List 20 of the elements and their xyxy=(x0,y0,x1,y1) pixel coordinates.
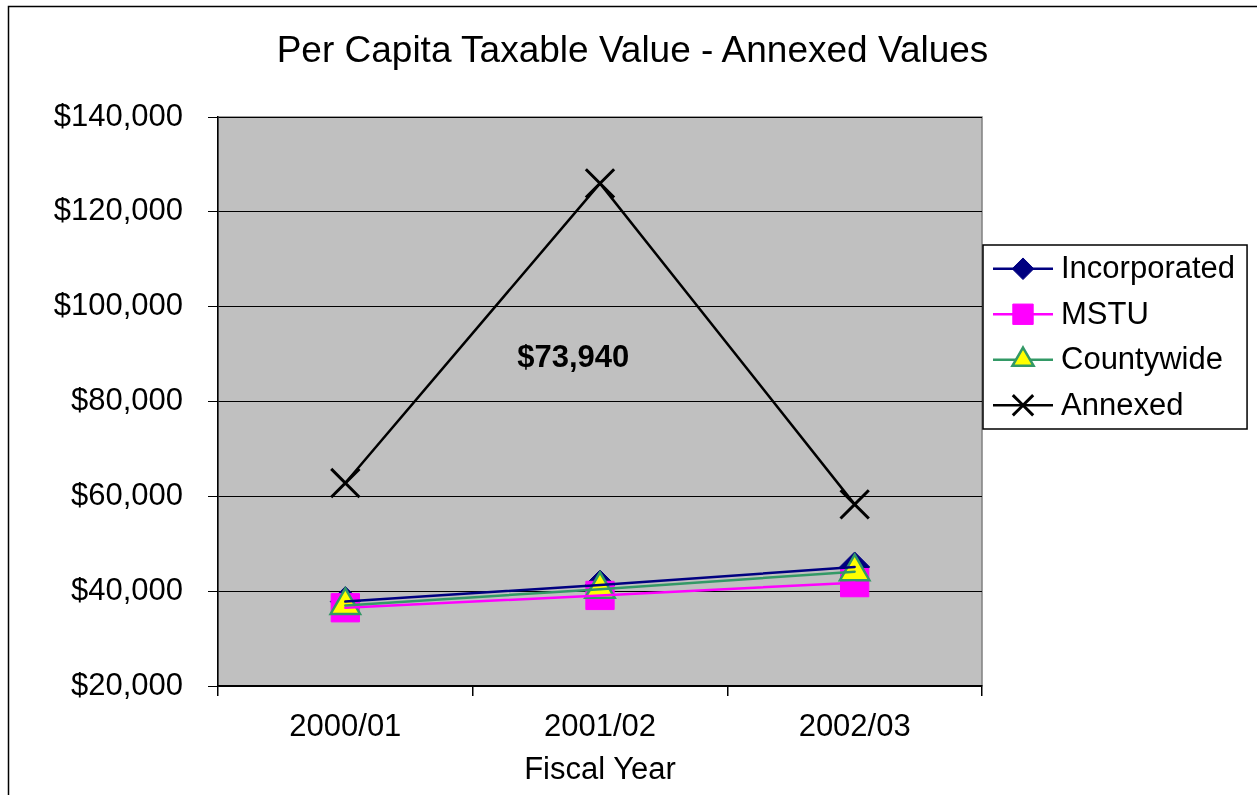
y-tick-label: $80,000 xyxy=(70,382,183,418)
y-tick-label: $40,000 xyxy=(70,571,183,607)
chart-title: Per Capita Taxable Value - Annexed Values xyxy=(276,29,989,71)
y-tick-label: $140,000 xyxy=(53,97,183,133)
x-axis-title: Fiscal Year xyxy=(524,750,676,786)
x-tick-label: 2002/03 xyxy=(798,708,911,744)
y-tick-label: $100,000 xyxy=(53,287,183,323)
y-tick-label: $120,000 xyxy=(53,192,183,228)
legend-label: Annexed xyxy=(1061,386,1184,422)
legend-label: Incorporated xyxy=(1061,250,1236,286)
point xyxy=(839,488,871,521)
y-tick-label: $20,000 xyxy=(70,666,183,702)
legend-label: Countywide xyxy=(1061,341,1223,377)
y-tick-label: $60,000 xyxy=(70,476,183,512)
point xyxy=(329,467,361,499)
x-tick-label: 2001/02 xyxy=(543,708,657,744)
annotation: $73,940 xyxy=(517,338,630,374)
point xyxy=(584,167,616,200)
x-tick-label: 2000/01 xyxy=(289,708,402,744)
legend-label: MSTU xyxy=(1061,295,1149,331)
